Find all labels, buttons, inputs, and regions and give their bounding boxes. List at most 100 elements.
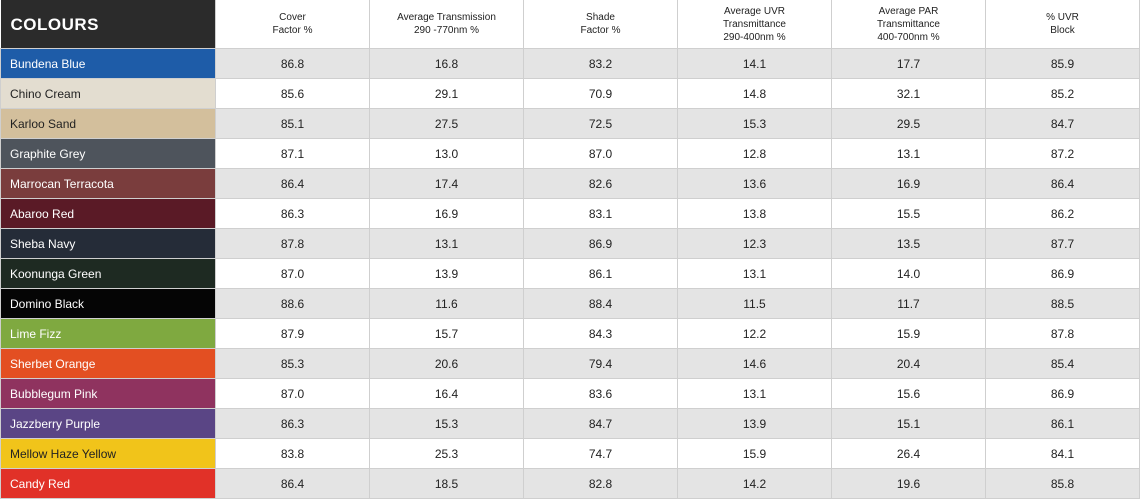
colour-swatch-cell: Karloo Sand (0, 108, 216, 139)
header-line: % UVR (1046, 12, 1079, 23)
value-cell: 82.6 (523, 168, 678, 199)
table-row: Lime Fizz 87.9 15.7 84.3 12.2 15.9 87.8 (0, 318, 1140, 349)
value-cell: 14.1 (677, 48, 832, 79)
value-cell: 88.4 (523, 288, 678, 319)
value-cell: 85.9 (985, 48, 1140, 79)
value-cell: 14.2 (677, 468, 832, 499)
value-cell: 15.7 (369, 318, 524, 349)
value-cell: 87.0 (215, 378, 370, 409)
header-line: Factor % (272, 25, 313, 36)
value-cell: 13.9 (369, 258, 524, 289)
value-cell: 87.2 (985, 138, 1140, 169)
value-cell: 83.1 (523, 198, 678, 229)
value-cell: 29.5 (831, 108, 986, 139)
colour-swatch-cell: Abaroo Red (0, 198, 216, 229)
value-cell: 19.6 (831, 468, 986, 499)
value-cell: 72.5 (523, 108, 678, 139)
value-cell: 86.9 (985, 258, 1140, 289)
colour-swatch-cell: Lime Fizz (0, 318, 216, 349)
colour-swatch-cell: Bubblegum Pink (0, 378, 216, 409)
table-row: Karloo Sand 85.1 27.5 72.5 15.3 29.5 84.7 (0, 108, 1140, 139)
colour-swatch-cell: Candy Red (0, 468, 216, 499)
value-cell: 86.9 (523, 228, 678, 259)
value-cell: 16.8 (369, 48, 524, 79)
value-cell: 13.1 (369, 228, 524, 259)
value-cell: 15.3 (369, 408, 524, 439)
header-line: Cover (279, 12, 306, 23)
table-row: Marrocan Terracota 86.4 17.4 82.6 13.6 16.9 86… (0, 168, 1140, 199)
value-cell: 25.3 (369, 438, 524, 469)
table-body: Bundena Blue 86.8 16.8 83.2 14.1 17.7 85.9 Chin… (0, 48, 1140, 499)
value-cell: 79.4 (523, 348, 678, 379)
table-row: Mellow Haze Yellow 83.8 25.3 74.7 15.9 26.4 84… (0, 438, 1140, 469)
value-cell: 83.2 (523, 48, 678, 79)
value-cell: 83.8 (215, 438, 370, 469)
value-cell: 12.2 (677, 318, 832, 349)
header-line: 400-700nm % (877, 31, 940, 43)
value-cell: 86.4 (215, 468, 370, 499)
colour-swatch-cell: Bundena Blue (0, 48, 216, 79)
value-cell: 87.8 (985, 318, 1140, 349)
value-cell: 13.1 (677, 258, 832, 289)
header-average-transmission: Average Transmission 290 -770nm % (369, 0, 524, 49)
value-cell: 84.3 (523, 318, 678, 349)
value-cell: 16.9 (369, 198, 524, 229)
value-cell: 86.3 (215, 198, 370, 229)
table-row: Abaroo Red 86.3 16.9 83.1 13.8 15.5 86.2 (0, 198, 1140, 229)
colour-swatch-cell: Sherbet Orange (0, 348, 216, 379)
table-row: Domino Black 88.6 11.6 88.4 11.5 11.7 88.5 (0, 288, 1140, 319)
colour-swatch-cell: Graphite Grey (0, 138, 216, 169)
colour-swatch-cell: Chino Cream (0, 78, 216, 109)
value-cell: 86.9 (985, 378, 1140, 409)
header-line: 290-400nm % (723, 31, 786, 43)
header-line: Transmittance (723, 18, 786, 30)
value-cell: 86.8 (215, 48, 370, 79)
value-cell: 16.9 (831, 168, 986, 199)
value-cell: 18.5 (369, 468, 524, 499)
value-cell: 86.3 (215, 408, 370, 439)
colour-swatch-cell: Domino Black (0, 288, 216, 319)
value-cell: 12.8 (677, 138, 832, 169)
colour-swatch-cell: Marrocan Terracota (0, 168, 216, 199)
value-cell: 32.1 (831, 78, 986, 109)
header-line: Transmittance (877, 18, 940, 30)
value-cell: 12.3 (677, 228, 832, 259)
header-shade-factor: Shade Factor % (523, 0, 678, 49)
header-line: 290 -770nm % (413, 25, 480, 36)
value-cell: 14.6 (677, 348, 832, 379)
value-cell: 16.4 (369, 378, 524, 409)
header-line: Average UVR (724, 5, 785, 17)
colours-title: COLOURS (0, 0, 216, 49)
header-line: Shade (586, 12, 615, 23)
table-row: Candy Red 86.4 18.5 82.8 14.2 19.6 85.8 (0, 468, 1140, 499)
value-cell: 85.1 (215, 108, 370, 139)
table-row: Graphite Grey 87.1 13.0 87.0 12.8 13.1 87.2 (0, 138, 1140, 169)
value-cell: 70.9 (523, 78, 678, 109)
header-row: COLOURS Cover Factor % Average Transmiss… (0, 0, 1140, 49)
value-cell: 82.8 (523, 468, 678, 499)
value-cell: 13.0 (369, 138, 524, 169)
value-cell: 11.6 (369, 288, 524, 319)
value-cell: 86.1 (985, 408, 1140, 439)
colour-swatch-cell: Sheba Navy (0, 228, 216, 259)
value-cell: 85.6 (215, 78, 370, 109)
value-cell: 20.4 (831, 348, 986, 379)
value-cell: 85.4 (985, 348, 1140, 379)
table-row: Bubblegum Pink 87.0 16.4 83.6 13.1 15.6 86.9 (0, 378, 1140, 409)
value-cell: 86.4 (215, 168, 370, 199)
value-cell: 15.6 (831, 378, 986, 409)
table-row: Sheba Navy 87.8 13.1 86.9 12.3 13.5 87.7 (0, 228, 1140, 259)
table-row: Bundena Blue 86.8 16.8 83.2 14.1 17.7 85.9 (0, 48, 1140, 79)
value-cell: 15.3 (677, 108, 832, 139)
value-cell: 13.5 (831, 228, 986, 259)
value-cell: 84.7 (523, 408, 678, 439)
value-cell: 87.8 (215, 228, 370, 259)
value-cell: 86.2 (985, 198, 1140, 229)
header-average-par-transmittance: Average PAR Transmittance 400-700nm % (831, 0, 986, 49)
value-cell: 29.1 (369, 78, 524, 109)
table-row: Sherbet Orange 85.3 20.6 79.4 14.6 20.4 85.4 (0, 348, 1140, 379)
header-average-uvr-transmittance: Average UVR Transmittance 290-400nm % (677, 0, 832, 49)
header-line: Factor % (580, 25, 621, 36)
value-cell: 15.5 (831, 198, 986, 229)
